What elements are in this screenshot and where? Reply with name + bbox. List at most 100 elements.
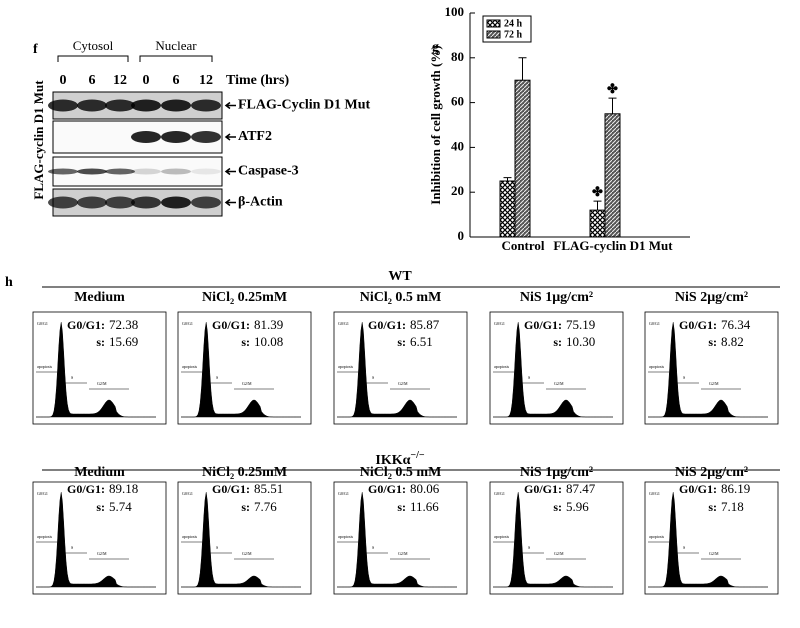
blot-band	[131, 99, 161, 112]
g0g1-value: 72.38	[109, 317, 138, 332]
s-value: 8.82	[721, 334, 744, 349]
legend-swatch	[486, 30, 501, 39]
histogram	[648, 322, 768, 418]
error-bar	[503, 177, 512, 181]
gate-label: G2/M	[97, 381, 107, 386]
gate-label: S	[683, 545, 685, 550]
gate-label: G2/M	[554, 381, 564, 386]
y-axis-label: Inhibition of cell growth (%)	[428, 45, 443, 204]
histogram	[648, 492, 768, 588]
stat-label: G0/G1:	[67, 482, 105, 496]
blot-band	[191, 99, 221, 112]
sample-title: Medium	[74, 465, 125, 480]
genotype-superscript: −/−	[410, 450, 424, 461]
histogram	[337, 492, 457, 588]
blot-band	[161, 196, 191, 209]
gate-label: G0/G1	[182, 491, 193, 496]
blot-label: FLAG-Cyclin D1 Mut	[238, 98, 371, 113]
y-tick-label: 0	[458, 228, 465, 243]
gate-label: G2/M	[398, 381, 408, 386]
gate-label: S	[71, 375, 73, 380]
histogram-frame	[644, 481, 779, 595]
blot-band	[48, 168, 78, 175]
sample-title: NiS 1μg/cm²	[520, 290, 593, 305]
blot-band	[131, 131, 161, 143]
arrow	[224, 101, 236, 110]
y-tick-label: 60	[451, 94, 464, 109]
blot-band	[161, 131, 191, 143]
gate-label: S	[528, 375, 530, 380]
gate-label: G0/G1	[649, 321, 660, 326]
group-label: Cytosol	[73, 38, 114, 53]
time-point: 12	[199, 73, 213, 88]
s-value: 7.76	[254, 499, 277, 514]
gates	[648, 371, 741, 390]
histogram	[181, 492, 301, 588]
blot-band	[105, 196, 135, 209]
bracket	[139, 55, 213, 62]
histogram	[493, 492, 613, 588]
stat-label: G0/G1:	[524, 318, 562, 332]
histogram	[337, 322, 457, 418]
s-value: 6.51	[410, 334, 433, 349]
blot-band	[105, 168, 135, 175]
bar	[604, 113, 621, 238]
sample-title: NiS 2μg/cm²	[675, 290, 748, 305]
blot-band	[191, 168, 221, 175]
blot-band	[77, 168, 107, 175]
histogram-frame	[333, 311, 468, 425]
stat-label: G0/G1:	[679, 318, 717, 332]
blot-band	[105, 99, 135, 112]
s-value: 10.30	[566, 334, 595, 349]
arrow	[224, 198, 236, 207]
s-value: 5.96	[566, 499, 589, 514]
sample-title: NiCl₂ 0.5 mM	[360, 290, 442, 305]
gates	[181, 371, 274, 390]
gates	[337, 371, 430, 390]
gates	[36, 541, 129, 560]
blot-band	[131, 168, 161, 175]
sample-title: Medium	[74, 290, 125, 305]
legend-swatch	[486, 19, 501, 28]
gate-label: G0/G1	[649, 491, 660, 496]
blot-band	[77, 196, 107, 209]
blot-band	[161, 99, 191, 112]
histogram-frame	[177, 311, 312, 425]
time-point: 6	[173, 73, 180, 88]
gate-label: S	[216, 545, 218, 550]
g0g1-value: 76.34	[721, 317, 751, 332]
blot-band	[48, 99, 78, 112]
gate-label: G0/G1	[494, 321, 505, 326]
stat-label: s:	[708, 500, 717, 514]
arrow	[224, 133, 236, 141]
sample-title: NiCl₂ 0.25mM	[202, 465, 287, 480]
stat-label: s:	[397, 500, 406, 514]
stat-label: s:	[241, 335, 250, 349]
gate-label: G0/G1	[338, 491, 349, 496]
gates	[648, 541, 741, 560]
sample-title: NiCl₂ 0.5 mM	[360, 465, 442, 480]
g0g1-value: 87.47	[566, 481, 596, 496]
g0g1-value: 80.06	[410, 481, 440, 496]
bar	[514, 79, 531, 238]
legend-label: 24 h	[504, 18, 523, 29]
gates	[36, 371, 129, 390]
stat-label: s:	[708, 335, 717, 349]
g0g1-value: 85.51	[254, 481, 283, 496]
gate-label: G2/M	[242, 551, 252, 556]
gate-label: G2/M	[97, 551, 107, 556]
time-point: 12	[113, 73, 127, 88]
stat-label: G0/G1:	[368, 482, 406, 496]
bracket	[57, 55, 129, 62]
gate-label: G0/G1	[182, 321, 193, 326]
stat-label: s:	[397, 335, 406, 349]
histogram-frame	[32, 481, 167, 595]
stat-label: s:	[553, 500, 562, 514]
significance-marker: ✤	[592, 184, 603, 199]
gate-label: G2/M	[709, 381, 719, 386]
sample-title: NiS 1μg/cm²	[520, 465, 593, 480]
gate-label: S	[372, 545, 374, 550]
y-tick-label: 20	[451, 183, 464, 198]
